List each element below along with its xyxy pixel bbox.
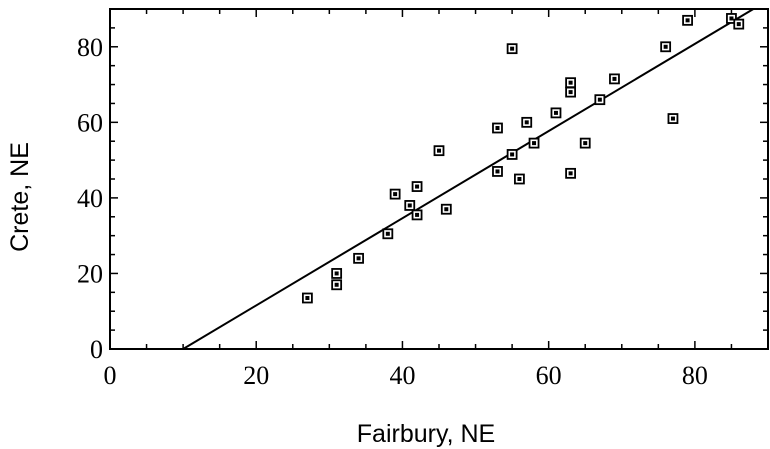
data-point: [565, 167, 576, 179]
data-point: [667, 113, 679, 124]
data-point: [389, 188, 401, 200]
data-point: [301, 292, 313, 304]
data-point: [579, 137, 591, 149]
x-tick-label: 60: [536, 361, 562, 390]
regression-line: [182, 8, 754, 350]
data-point: [492, 122, 503, 134]
y-tick-label: 60: [77, 108, 103, 137]
data-point: [609, 73, 620, 85]
data-point: [660, 41, 672, 53]
x-axis-label: Fairbury, NE: [357, 420, 495, 448]
y-axis-ticks: [110, 8, 768, 350]
y-tick-label: 80: [77, 33, 103, 62]
x-tick-label: 40: [389, 361, 415, 390]
x-tick-label: 20: [243, 361, 269, 390]
data-point: [506, 149, 518, 160]
data-point: [528, 137, 540, 149]
x-tick-label: 80: [682, 361, 708, 390]
data-point: [331, 268, 343, 279]
data-point: [514, 173, 525, 185]
x-tick-label: 0: [104, 361, 117, 390]
y-axis-label: Crete, NE: [6, 142, 34, 252]
data-point: [440, 203, 452, 215]
data-point: [382, 228, 394, 240]
y-tick-label: 40: [77, 184, 103, 213]
data-points: [301, 13, 745, 304]
data-point: [506, 43, 518, 55]
data-point: [682, 14, 693, 26]
data-point: [411, 181, 423, 192]
data-point: [353, 252, 364, 264]
data-point: [733, 18, 745, 30]
x-axis-tick-labels: 0 20 40 60 80: [104, 361, 708, 390]
data-point: [594, 94, 606, 106]
data-point: [492, 166, 503, 177]
data-point: [565, 77, 576, 89]
x-axis-ticks: [109, 9, 769, 349]
y-axis-tick-labels: 0 20 40 60 80: [77, 33, 103, 364]
data-point: [331, 279, 343, 291]
data-point: [404, 200, 416, 211]
data-point: [726, 13, 737, 24]
data-point: [550, 107, 562, 119]
data-point: [521, 116, 533, 128]
data-point: [433, 145, 445, 157]
y-tick-label: 20: [77, 259, 103, 288]
data-point: [411, 209, 423, 221]
y-tick-label: 0: [90, 335, 103, 364]
data-point: [565, 86, 576, 98]
